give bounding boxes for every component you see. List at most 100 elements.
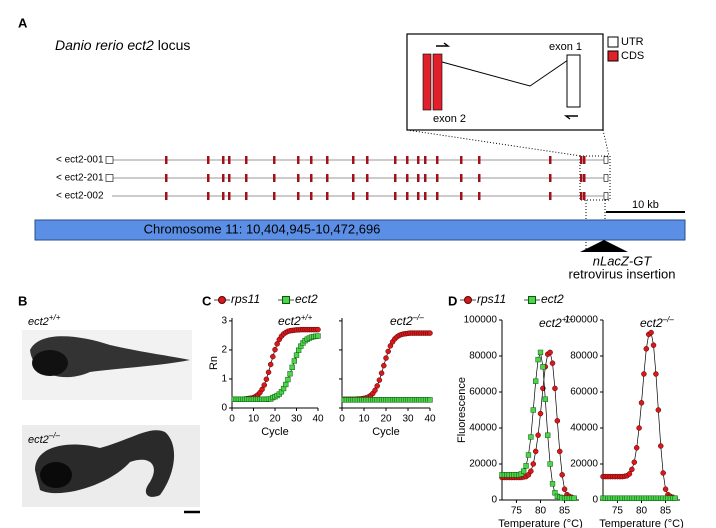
embryo-yolk xyxy=(32,350,68,376)
point xyxy=(653,371,659,377)
x-tick-label: 30 xyxy=(291,414,303,425)
x-axis-label: Temperature (°C) xyxy=(599,518,683,528)
exon xyxy=(366,156,369,164)
point xyxy=(525,452,532,458)
gene: ect2 xyxy=(539,316,562,330)
exon xyxy=(207,192,210,200)
point xyxy=(263,376,270,383)
y-tick-label: 100000 xyxy=(464,315,498,326)
panel-label: D xyxy=(448,293,457,308)
gene: ect2 xyxy=(28,316,49,328)
chart-title: ect2–/– xyxy=(390,313,424,328)
exon xyxy=(245,156,248,164)
exon xyxy=(228,156,231,164)
exon xyxy=(165,156,168,164)
exon xyxy=(394,192,397,200)
point xyxy=(545,432,551,438)
panel-label: B xyxy=(18,293,27,308)
point xyxy=(626,471,633,477)
point xyxy=(557,448,563,455)
exon xyxy=(460,192,463,200)
point xyxy=(552,385,558,392)
exon xyxy=(207,174,210,182)
exon xyxy=(436,174,439,182)
embryo-shape xyxy=(30,336,190,378)
point xyxy=(427,397,433,403)
exon-label: exon 2 xyxy=(433,113,466,125)
embryo-eye xyxy=(40,462,72,488)
point xyxy=(270,353,276,360)
exon xyxy=(460,174,463,182)
locus-title: Danio rerio ect2 locus xyxy=(55,37,190,53)
exon xyxy=(352,192,355,200)
exon xyxy=(273,192,276,200)
exon xyxy=(326,156,329,164)
insertion-marker xyxy=(580,240,628,252)
point xyxy=(274,341,280,347)
y-tick-label: 40000 xyxy=(469,423,497,434)
zoom-line xyxy=(602,129,610,157)
legend-label: CDS xyxy=(621,50,644,62)
legend-marker xyxy=(218,296,226,304)
genotype-label: ect2–/– xyxy=(28,431,60,446)
exon xyxy=(273,156,276,164)
x-tick-label: 75 xyxy=(612,506,624,517)
exon xyxy=(326,192,329,200)
gene: ect2 xyxy=(640,316,663,330)
x-tick-label: 40 xyxy=(312,414,324,425)
y-tick-label: 80000 xyxy=(469,351,497,362)
y-axis-label: Fluorescence xyxy=(456,377,468,443)
y-tick-label: 1 xyxy=(221,374,227,385)
exon xyxy=(366,174,369,182)
exon xyxy=(424,174,427,182)
primer-arrow xyxy=(563,115,578,120)
x-tick-label: 20 xyxy=(380,414,392,425)
legend-swatch xyxy=(607,50,619,62)
y-tick-label: 80000 xyxy=(570,351,598,362)
exon xyxy=(417,174,420,182)
point xyxy=(643,346,650,352)
y-tick-label: 40000 xyxy=(570,423,598,434)
x-tick-label: 10 xyxy=(248,414,260,425)
point xyxy=(571,495,577,501)
panel-label: A xyxy=(18,15,28,30)
y-axis-label: Rn xyxy=(208,356,220,370)
exon xyxy=(424,192,427,200)
x-tick-label: 30 xyxy=(402,414,414,425)
point xyxy=(537,349,544,356)
exon xyxy=(583,174,586,182)
point xyxy=(547,349,553,356)
point xyxy=(259,386,265,393)
point xyxy=(672,495,678,501)
y-tick-label: 100000 xyxy=(565,315,599,326)
y-tick-label: 2 xyxy=(221,345,227,356)
gene: ect2 xyxy=(278,314,301,328)
point xyxy=(535,432,541,438)
legend-label: rps11 xyxy=(477,292,506,306)
exon xyxy=(460,156,463,164)
series-line xyxy=(344,332,430,400)
exon xyxy=(273,174,276,182)
point xyxy=(265,369,272,376)
zoom-line xyxy=(406,129,582,157)
exon xyxy=(549,174,552,182)
point xyxy=(533,378,539,384)
panel-label: C xyxy=(202,293,212,308)
legend-marker xyxy=(282,296,290,304)
point xyxy=(287,371,293,377)
x-tick-label: 0 xyxy=(339,414,345,425)
point xyxy=(528,468,534,474)
genotype: +/+ xyxy=(49,313,61,322)
point xyxy=(631,459,638,465)
legend-label: UTR xyxy=(621,36,644,48)
point xyxy=(381,362,387,369)
point xyxy=(523,463,529,469)
insertion-label: retrovirus insertion xyxy=(569,266,676,281)
point xyxy=(542,396,548,402)
point xyxy=(660,470,666,476)
legend-swatch xyxy=(607,36,619,48)
point xyxy=(378,370,385,376)
y-tick-label: 3 xyxy=(221,316,227,327)
point xyxy=(285,376,291,383)
genotype-label: ect2+/+ xyxy=(28,313,61,328)
